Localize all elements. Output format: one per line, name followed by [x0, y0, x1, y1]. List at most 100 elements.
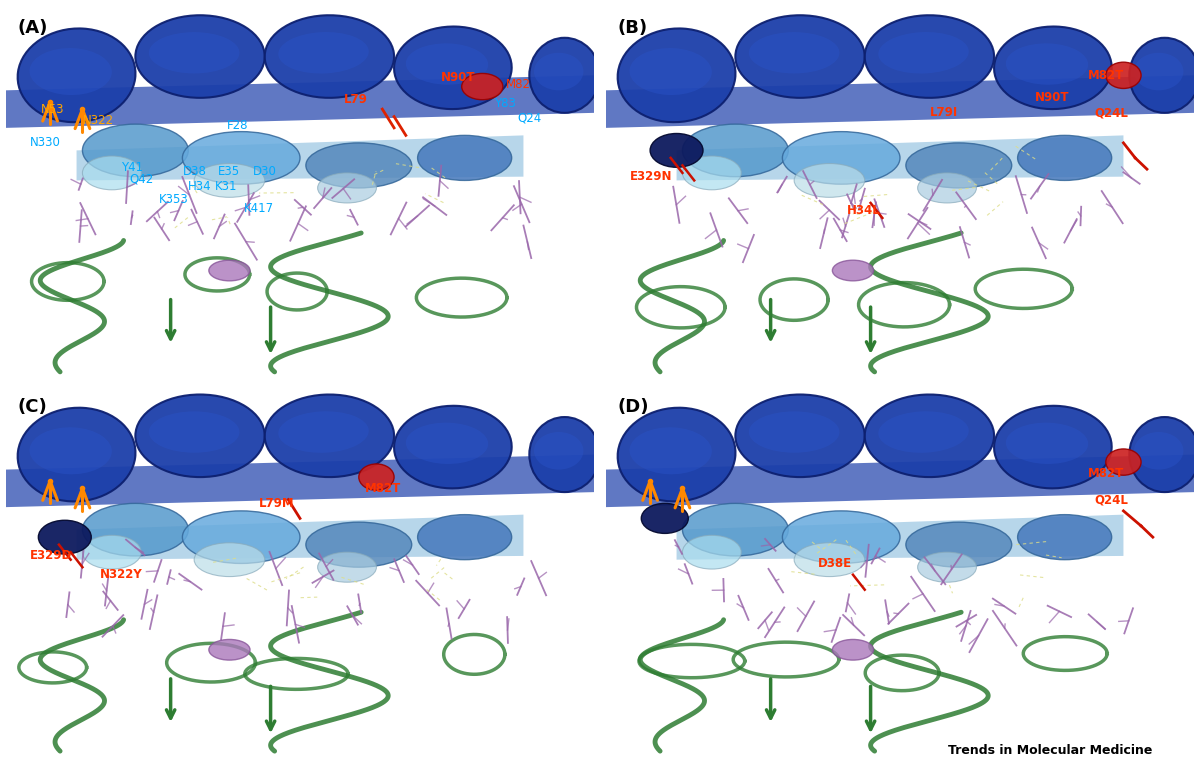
Ellipse shape [794, 543, 865, 577]
Text: L79I: L79I [930, 106, 958, 119]
Ellipse shape [1018, 515, 1111, 560]
Polygon shape [6, 454, 594, 507]
Polygon shape [606, 387, 1194, 762]
Polygon shape [6, 75, 594, 128]
Text: Y41: Y41 [121, 161, 143, 174]
Ellipse shape [18, 408, 136, 502]
Text: N90T: N90T [1036, 91, 1069, 104]
Polygon shape [6, 387, 594, 762]
Text: N322Y: N322Y [100, 568, 143, 581]
Ellipse shape [182, 511, 300, 563]
Text: Q24L: Q24L [1094, 106, 1128, 119]
Ellipse shape [418, 515, 511, 560]
Polygon shape [606, 454, 1194, 507]
Ellipse shape [1006, 423, 1088, 464]
Ellipse shape [394, 406, 511, 488]
Polygon shape [77, 515, 523, 560]
Ellipse shape [1006, 43, 1088, 84]
Ellipse shape [865, 15, 994, 98]
Ellipse shape [306, 143, 412, 188]
Text: N322: N322 [83, 114, 114, 127]
Ellipse shape [736, 395, 865, 477]
Ellipse shape [136, 395, 265, 477]
Ellipse shape [83, 503, 188, 556]
Text: H34L: H34L [847, 204, 881, 217]
Ellipse shape [529, 38, 600, 113]
Ellipse shape [83, 536, 142, 569]
Ellipse shape [182, 132, 300, 184]
Text: N90T: N90T [442, 70, 475, 84]
Ellipse shape [683, 503, 788, 556]
Ellipse shape [194, 163, 265, 197]
Ellipse shape [833, 639, 874, 660]
Ellipse shape [1129, 417, 1200, 492]
Text: (D): (D) [618, 399, 649, 416]
Ellipse shape [1106, 449, 1141, 475]
Ellipse shape [782, 511, 900, 563]
Polygon shape [677, 515, 1123, 560]
Ellipse shape [278, 32, 368, 74]
Ellipse shape [1134, 432, 1183, 470]
Ellipse shape [534, 432, 583, 470]
Polygon shape [6, 8, 594, 383]
Text: Q24L: Q24L [1094, 493, 1128, 506]
Text: (C): (C) [18, 399, 48, 416]
Text: M82: M82 [506, 78, 530, 91]
Ellipse shape [394, 26, 511, 109]
Ellipse shape [83, 156, 142, 190]
Ellipse shape [618, 408, 736, 502]
Text: M82T: M82T [1088, 69, 1124, 82]
Ellipse shape [906, 143, 1012, 188]
Ellipse shape [782, 132, 900, 184]
Ellipse shape [83, 124, 188, 176]
Text: (B): (B) [618, 19, 648, 37]
Text: K353: K353 [158, 193, 188, 206]
Ellipse shape [529, 417, 600, 492]
Text: K417: K417 [244, 202, 275, 215]
Polygon shape [606, 8, 1194, 383]
Ellipse shape [683, 536, 742, 569]
Text: M82T: M82T [365, 482, 401, 495]
Ellipse shape [630, 427, 712, 474]
Ellipse shape [994, 406, 1111, 488]
Ellipse shape [650, 133, 703, 167]
Text: E329D: E329D [30, 550, 72, 563]
Ellipse shape [641, 503, 689, 533]
Ellipse shape [1018, 135, 1111, 180]
Text: N53: N53 [41, 103, 65, 115]
Ellipse shape [918, 173, 977, 203]
Ellipse shape [618, 29, 736, 122]
Ellipse shape [418, 135, 511, 180]
Ellipse shape [149, 33, 240, 74]
Text: Q24: Q24 [517, 112, 542, 125]
Ellipse shape [278, 411, 368, 453]
Text: Trends in Molecular Medicine: Trends in Molecular Medicine [948, 744, 1152, 757]
Ellipse shape [1134, 53, 1183, 91]
Ellipse shape [406, 43, 488, 84]
Ellipse shape [318, 173, 377, 203]
Ellipse shape [994, 26, 1111, 109]
Ellipse shape [306, 522, 412, 567]
Ellipse shape [878, 411, 968, 453]
Text: N330: N330 [30, 136, 60, 149]
Ellipse shape [38, 520, 91, 554]
Text: K31: K31 [215, 180, 238, 193]
Ellipse shape [136, 15, 265, 98]
Text: (A): (A) [18, 19, 48, 37]
Ellipse shape [749, 33, 840, 74]
Ellipse shape [749, 412, 840, 453]
Ellipse shape [318, 552, 377, 582]
Ellipse shape [265, 395, 394, 477]
Ellipse shape [534, 53, 583, 91]
Ellipse shape [794, 163, 865, 197]
Ellipse shape [194, 543, 265, 577]
Ellipse shape [736, 15, 865, 98]
Ellipse shape [149, 412, 240, 453]
Text: D38: D38 [182, 165, 206, 177]
Text: E35: E35 [217, 165, 240, 177]
Ellipse shape [209, 260, 250, 281]
Ellipse shape [265, 15, 394, 98]
Text: E329N: E329N [630, 170, 672, 183]
Ellipse shape [406, 423, 488, 464]
Ellipse shape [18, 29, 136, 122]
